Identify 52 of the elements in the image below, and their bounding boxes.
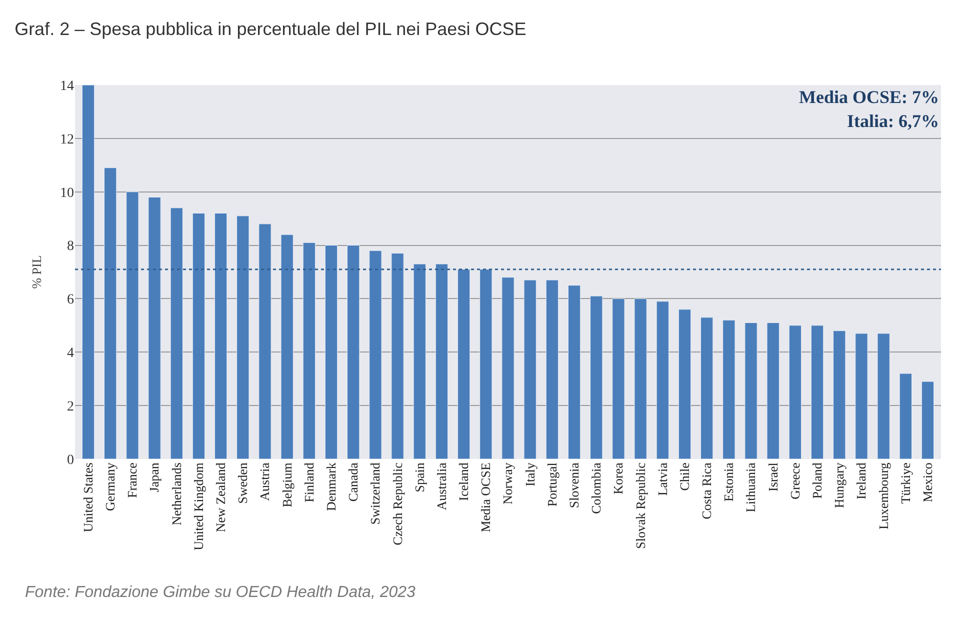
x-tick-label: Latvia bbox=[654, 462, 670, 496]
source-note: Fonte: Fondazione Gimbe su OECD Health Data, 2023 bbox=[25, 584, 416, 601]
y-tick-label: 4 bbox=[67, 346, 74, 362]
y-tick-label: 12 bbox=[60, 132, 74, 148]
x-tick-label: Poland bbox=[810, 462, 825, 499]
x-tick-label: Iceland bbox=[456, 462, 472, 501]
x-tick-label: Austria bbox=[257, 462, 272, 501]
x-tick-label: Mexico bbox=[920, 462, 935, 502]
x-tick-label: Lithuania bbox=[743, 462, 758, 512]
x-tick-label: Norway bbox=[500, 462, 516, 504]
x-tick-label: Chile bbox=[676, 462, 692, 491]
x-tick-label: Belgium bbox=[279, 462, 294, 508]
x-tick-label: Australia bbox=[434, 462, 449, 510]
x-tick-label: Colombia bbox=[588, 462, 604, 514]
x-tick-label: Netherlands bbox=[168, 462, 184, 526]
x-tick-label: Greece bbox=[787, 462, 802, 500]
x-tick-label: Luxembourg bbox=[876, 462, 891, 530]
annotation: Media OCSE: 7% bbox=[799, 87, 940, 107]
x-tick-label: Slovenia bbox=[566, 462, 582, 508]
x-tick-label: Estonia bbox=[721, 462, 736, 502]
x-tick-label: Japan bbox=[146, 462, 162, 492]
x-tick-label: Canada bbox=[346, 462, 361, 502]
x-tick-label: Portugal bbox=[544, 462, 560, 507]
x-tick-label: Germany bbox=[102, 462, 118, 511]
x-tick-label: Hungary bbox=[832, 462, 847, 508]
x-tick-label: United States bbox=[80, 462, 96, 532]
chart-title: Graf. 2 – Spesa pubblica in percentuale del PIL nei Paesi OCSE bbox=[14, 19, 526, 40]
x-tick-label: Sweden bbox=[235, 462, 250, 504]
x-tick-label: Slovak Republic bbox=[632, 462, 648, 549]
y-tick-label: 0 bbox=[67, 452, 74, 468]
x-tick-label: New Zealand bbox=[213, 462, 228, 532]
y-tick-label: 10 bbox=[60, 186, 74, 201]
x-tick-label: United Kingdom bbox=[190, 462, 206, 550]
x-tick-label: Israel bbox=[765, 462, 780, 492]
x-tick-label: Türkiye bbox=[898, 462, 913, 504]
y-axis-title: % PIL bbox=[28, 255, 44, 289]
y-tick-label: 2 bbox=[67, 399, 74, 414]
x-tick-label: Costa Rica bbox=[699, 462, 714, 520]
x-tick-label: Denmark bbox=[323, 462, 338, 511]
y-tick-label: 8 bbox=[67, 239, 74, 254]
x-tick-label: Czech Republic bbox=[390, 462, 405, 546]
y-tick-label: 14 bbox=[60, 78, 74, 94]
annotation: Italia: 6,7% bbox=[847, 111, 939, 131]
x-tick-label: Ireland bbox=[854, 462, 869, 500]
x-tick-label: Korea bbox=[610, 462, 626, 494]
y-tick-label: 6 bbox=[67, 292, 74, 308]
x-tick-label: Spain bbox=[412, 462, 427, 492]
x-tick-label: France bbox=[124, 462, 140, 498]
x-tick-label: Media OCSE bbox=[478, 462, 494, 532]
x-tick-label: Switzerland bbox=[368, 462, 383, 525]
x-tick-label: Finland bbox=[301, 462, 316, 502]
x-tick-label: Italy bbox=[522, 462, 538, 486]
